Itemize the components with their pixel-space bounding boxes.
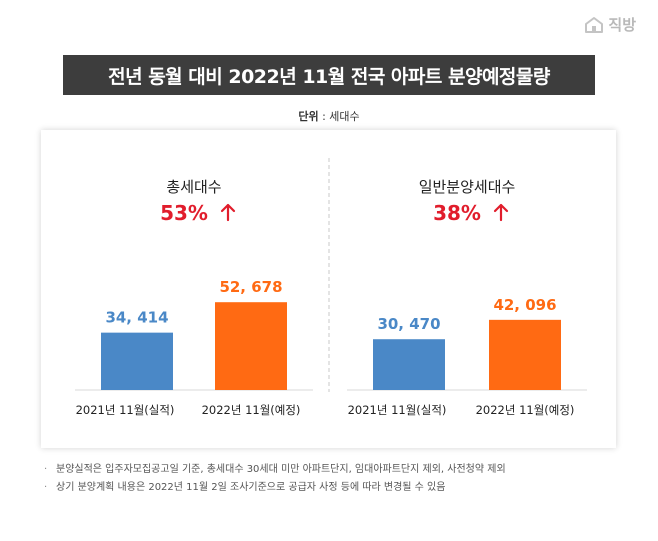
category-label: 2022년 11월(예정) — [476, 403, 575, 417]
footnote-item: · 분양실적은 입주자모집공고일 기준, 총세대수 30세대 미만 아파트단지, … — [44, 461, 644, 479]
footnotes: · 분양실적은 입주자모집공고일 기준, 총세대수 30세대 미만 아파트단지, … — [44, 461, 644, 497]
arrow-up-icon — [220, 203, 236, 222]
unit-value: 세대수 — [329, 110, 360, 123]
bullet-icon: · — [44, 482, 48, 493]
chart-title: 일반분양세대수 — [419, 178, 516, 196]
bar — [101, 332, 173, 390]
chart-panel: 총세대수 53% 34, 414 2021년 11월(실적) 52, 678 2022년 … — [41, 130, 616, 448]
brand-logo: 직방 — [584, 14, 636, 35]
brand-name: 직방 — [608, 16, 636, 34]
bar — [489, 319, 561, 390]
data-label: 30, 470 — [377, 315, 440, 333]
footnote-text: 분양실적은 입주자모집공고일 기준, 총세대수 30세대 미만 아파트단지, 임… — [56, 464, 506, 475]
chart-title: 총세대수 — [166, 178, 221, 196]
bar — [215, 302, 287, 390]
category-label: 2021년 11월(실적) — [76, 403, 175, 417]
unit-label: 단위 — [298, 110, 319, 123]
bullet-icon: · — [44, 464, 48, 475]
footnote-text: 상기 분양계획 내용은 2022년 11월 2일 조사기준으로 공급자 사정 등… — [56, 482, 446, 493]
footnote-item: · 상기 분양계획 내용은 2022년 11월 2일 조사기준으로 공급자 사정 … — [44, 479, 644, 497]
unit-separator: : — [318, 110, 330, 123]
data-label: 34, 414 — [105, 309, 168, 327]
data-label: 52, 678 — [219, 278, 282, 296]
category-label: 2022년 11월(예정) — [202, 403, 301, 417]
category-label: 2021년 11월(실적) — [348, 403, 447, 417]
unit-caption: 단위 : 세대수 — [0, 108, 658, 124]
page-title: 전년 동월 대비 2022년 11월 전국 아파트 분양예정물량 — [63, 55, 595, 95]
arrow-up-icon — [493, 203, 509, 222]
house-logo-icon — [585, 16, 604, 33]
change-value: 53% — [160, 201, 208, 225]
change-value: 38% — [433, 201, 481, 225]
bar-charts: 총세대수 53% 34, 414 2021년 11월(실적) 52, 678 2022년 … — [75, 158, 587, 417]
data-label: 42, 096 — [493, 296, 556, 314]
bar — [373, 339, 445, 390]
